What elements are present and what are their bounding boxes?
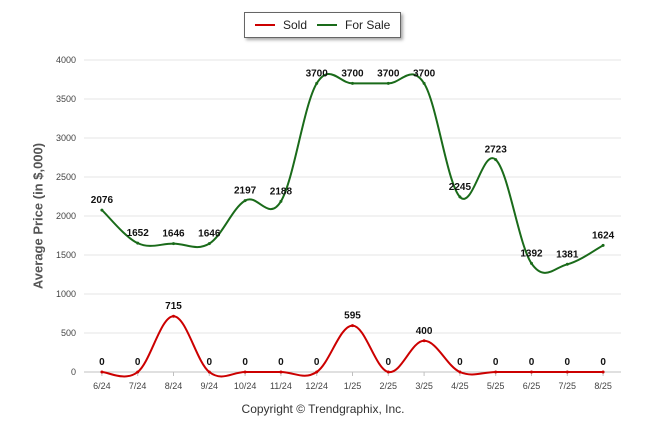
legend-item-for-sale[interactable]: For Sale bbox=[317, 18, 390, 32]
data-point-sold bbox=[422, 339, 426, 343]
y-tick-label: 0 bbox=[71, 367, 76, 377]
data-label-sold: 0 bbox=[99, 357, 105, 368]
data-label-for-sale: 1624 bbox=[592, 230, 615, 241]
x-tick-label: 2/25 bbox=[380, 381, 398, 391]
data-point-sold bbox=[243, 370, 247, 374]
data-point-sold bbox=[100, 370, 104, 374]
data-point-for-sale bbox=[422, 81, 426, 85]
data-point-sold bbox=[530, 370, 533, 374]
data-point-sold bbox=[351, 324, 354, 328]
data-label-for-sale: 2723 bbox=[485, 145, 508, 156]
y-tick-label: 3500 bbox=[56, 94, 76, 104]
x-tick-label: 6/24 bbox=[93, 381, 111, 391]
x-tick-label: 3/25 bbox=[415, 381, 433, 391]
x-tick-label: 1/25 bbox=[344, 381, 362, 391]
data-point-for-sale bbox=[315, 81, 319, 85]
data-label-for-sale: 1646 bbox=[162, 229, 185, 240]
data-label-for-sale: 1381 bbox=[556, 249, 579, 260]
x-tick-label: 6/25 bbox=[523, 381, 541, 391]
data-point-sold bbox=[279, 370, 283, 374]
data-label-sold: 0 bbox=[386, 357, 392, 368]
data-label-sold: 0 bbox=[207, 357, 213, 368]
x-tick-label: 9/24 bbox=[201, 381, 219, 391]
data-label-for-sale: 3700 bbox=[306, 68, 329, 79]
x-tick-label: 5/25 bbox=[487, 381, 505, 391]
x-tick-label: 8/25 bbox=[594, 381, 612, 391]
data-point-sold bbox=[207, 370, 211, 374]
data-label-for-sale: 2245 bbox=[449, 182, 472, 193]
data-label-for-sale: 1646 bbox=[198, 229, 221, 240]
data-point-for-sale bbox=[136, 241, 140, 245]
y-tick-label: 4000 bbox=[56, 55, 76, 65]
data-point-sold bbox=[386, 370, 390, 374]
data-point-for-sale bbox=[601, 243, 605, 247]
data-label-sold: 0 bbox=[314, 357, 320, 368]
x-tick-label: 7/24 bbox=[129, 381, 147, 391]
data-label-sold: 0 bbox=[242, 357, 248, 368]
data-label-sold: 0 bbox=[565, 357, 571, 368]
data-point-sold bbox=[565, 370, 569, 374]
x-tick-label: 10/24 bbox=[234, 381, 257, 391]
y-tick-label: 2000 bbox=[56, 211, 76, 221]
y-tick-label: 2500 bbox=[56, 172, 76, 182]
data-label-sold: 0 bbox=[493, 357, 499, 368]
data-label-sold: 400 bbox=[416, 326, 433, 337]
x-tick-label: 8/24 bbox=[165, 381, 183, 391]
x-tick-label: 7/25 bbox=[559, 381, 577, 391]
data-label-for-sale: 2076 bbox=[91, 195, 114, 206]
data-label-for-sale: 3700 bbox=[413, 68, 436, 79]
y-tick-label: 500 bbox=[61, 328, 76, 338]
data-label-for-sale: 1392 bbox=[520, 248, 543, 259]
legend-label-sold: Sold bbox=[283, 18, 308, 32]
chart-legend: Sold For Sale bbox=[244, 12, 401, 38]
legend-swatch-for-sale bbox=[317, 24, 337, 26]
data-label-for-sale: 1652 bbox=[127, 228, 150, 239]
data-point-sold bbox=[136, 370, 140, 374]
data-label-sold: 0 bbox=[600, 357, 606, 368]
data-point-for-sale bbox=[172, 242, 175, 246]
data-label-sold: 0 bbox=[278, 357, 284, 368]
data-point-for-sale bbox=[494, 158, 498, 162]
legend-swatch-sold bbox=[255, 24, 275, 26]
data-point-for-sale bbox=[565, 262, 569, 266]
y-tick-label: 1500 bbox=[56, 250, 76, 260]
legend-item-sold[interactable]: Sold bbox=[255, 18, 307, 32]
y-tick-label: 1000 bbox=[56, 289, 76, 299]
data-point-for-sale bbox=[207, 242, 211, 246]
data-label-sold: 595 bbox=[344, 311, 361, 322]
data-label-for-sale: 3700 bbox=[341, 68, 364, 79]
data-point-sold bbox=[458, 370, 462, 374]
data-label-sold: 0 bbox=[529, 357, 535, 368]
data-point-sold bbox=[601, 370, 605, 374]
data-point-for-sale bbox=[386, 81, 390, 85]
data-point-for-sale bbox=[458, 195, 462, 199]
data-label-sold: 715 bbox=[165, 301, 182, 312]
legend-label-for-sale: For Sale bbox=[345, 18, 391, 32]
data-point-sold bbox=[315, 370, 319, 374]
data-point-for-sale bbox=[100, 208, 104, 212]
data-label-for-sale: 3700 bbox=[377, 68, 400, 79]
data-label-for-sale: 2197 bbox=[234, 186, 257, 197]
data-label-sold: 0 bbox=[135, 357, 141, 368]
data-label-sold: 0 bbox=[457, 357, 463, 368]
data-point-sold bbox=[172, 314, 175, 318]
data-point-sold bbox=[494, 370, 498, 374]
x-tick-label: 12/24 bbox=[305, 381, 328, 391]
copyright-credit: Copyright © Trendgraphix, Inc. bbox=[241, 402, 405, 416]
data-point-for-sale bbox=[351, 81, 354, 85]
data-point-for-sale bbox=[530, 261, 533, 265]
y-tick-label: 3000 bbox=[56, 133, 76, 143]
x-tick-label: 11/24 bbox=[270, 381, 292, 391]
data-point-for-sale bbox=[279, 199, 283, 203]
series-line-for-sale bbox=[101, 73, 604, 274]
x-tick-label: 4/25 bbox=[451, 381, 469, 391]
data-label-for-sale: 2188 bbox=[270, 186, 293, 197]
data-point-for-sale bbox=[243, 199, 247, 203]
